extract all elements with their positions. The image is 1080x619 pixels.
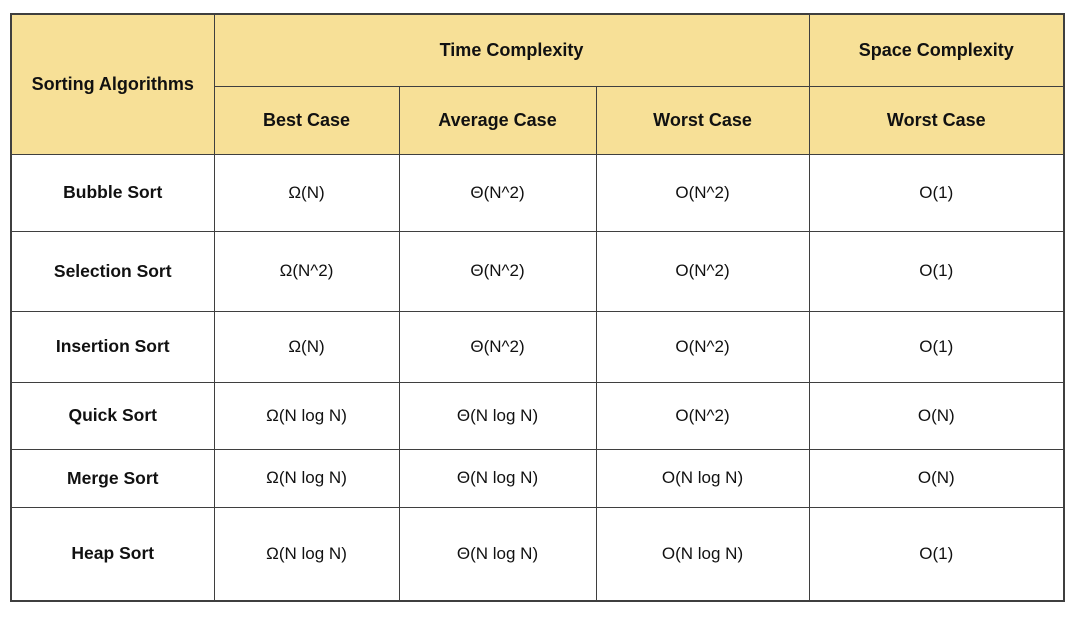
table-row-quick-sort: Quick Sort Ω(N log N) Θ(N log N) O(N^2) … bbox=[10, 381, 1065, 450]
table-row-heap-sort: Heap Sort Ω(N log N) Θ(N log N) O(N log … bbox=[10, 506, 1065, 602]
sub-header-worst-case: Worst Case bbox=[595, 85, 810, 155]
best-case-cell: Ω(N) bbox=[213, 153, 400, 232]
best-case-cell: Ω(N log N) bbox=[213, 448, 400, 508]
algorithm-name-cell: Bubble Sort bbox=[10, 153, 215, 232]
group-header-space-complexity: Space Complexity bbox=[808, 13, 1065, 87]
worst-case-cell: O(N log N) bbox=[595, 448, 810, 508]
sub-header-average-case: Average Case bbox=[398, 85, 597, 155]
algorithm-name-cell: Quick Sort bbox=[10, 381, 215, 450]
table-row-selection-sort: Selection Sort Ω(N^2) Θ(N^2) O(N^2) O(1) bbox=[10, 230, 1065, 312]
algorithm-name-cell: Heap Sort bbox=[10, 506, 215, 602]
best-case-cell: Ω(N) bbox=[213, 310, 400, 383]
space-worst-cell: O(N) bbox=[808, 448, 1065, 508]
sub-header-space-worst-case: Worst Case bbox=[808, 85, 1065, 155]
table-row-insertion-sort: Insertion Sort Ω(N) Θ(N^2) O(N^2) O(1) bbox=[10, 310, 1065, 383]
space-worst-cell: O(1) bbox=[808, 310, 1065, 383]
best-case-cell: Ω(N log N) bbox=[213, 381, 400, 450]
group-header-time-complexity: Time Complexity bbox=[213, 13, 810, 87]
average-case-cell: Θ(N^2) bbox=[398, 230, 597, 312]
corner-header-sorting-algorithms: Sorting Algorithms bbox=[10, 13, 215, 155]
header-group-row: Sorting Algorithms Time Complexity Space… bbox=[10, 13, 1065, 155]
average-case-cell: Θ(N^2) bbox=[398, 153, 597, 232]
header-sub-row: Best Case Average Case Worst Case Worst … bbox=[11, 85, 1065, 155]
sub-header-best-case: Best Case bbox=[213, 85, 400, 155]
space-worst-cell: O(1) bbox=[808, 230, 1065, 312]
space-worst-cell: O(1) bbox=[808, 506, 1065, 602]
worst-case-cell: O(N^2) bbox=[595, 381, 810, 450]
table-row-merge-sort: Merge Sort Ω(N log N) Θ(N log N) O(N log… bbox=[10, 448, 1065, 508]
algorithm-name-cell: Selection Sort bbox=[10, 230, 215, 312]
algorithm-name-cell: Merge Sort bbox=[10, 448, 215, 508]
average-case-cell: Θ(N log N) bbox=[398, 381, 597, 450]
algorithm-name-cell: Insertion Sort bbox=[10, 310, 215, 383]
average-case-cell: Θ(N log N) bbox=[398, 448, 597, 508]
table-row-bubble-sort: Bubble Sort Ω(N) Θ(N^2) O(N^2) O(1) bbox=[10, 153, 1065, 232]
average-case-cell: Θ(N^2) bbox=[398, 310, 597, 383]
worst-case-cell: O(N log N) bbox=[595, 506, 810, 602]
worst-case-cell: O(N^2) bbox=[595, 153, 810, 232]
best-case-cell: Ω(N log N) bbox=[213, 506, 400, 602]
space-worst-cell: O(N) bbox=[808, 381, 1065, 450]
complexity-table: Sorting Algorithms Time Complexity Space… bbox=[10, 13, 1066, 602]
average-case-cell: Θ(N log N) bbox=[398, 506, 597, 602]
best-case-cell: Ω(N^2) bbox=[213, 230, 400, 312]
space-worst-cell: O(1) bbox=[808, 153, 1065, 232]
worst-case-cell: O(N^2) bbox=[595, 310, 810, 383]
worst-case-cell: O(N^2) bbox=[595, 230, 810, 312]
